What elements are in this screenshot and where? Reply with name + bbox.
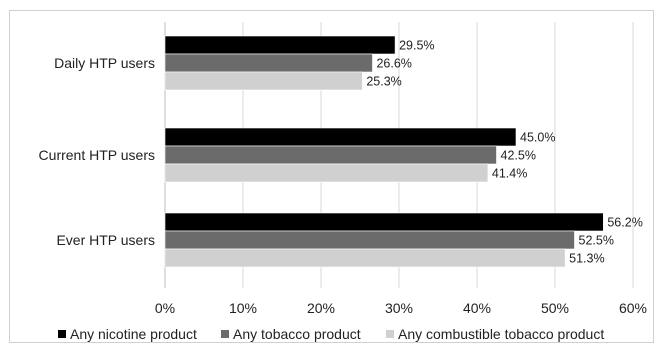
- bar-value-label: 41.4%: [492, 167, 527, 181]
- x-tick-labels: 0% 10% 20% 30% 40% 50% 60%: [155, 300, 647, 316]
- x-tick-label: 60%: [619, 300, 647, 316]
- x-tick-label: 20%: [307, 300, 335, 316]
- x-tick-label: 10%: [229, 300, 257, 316]
- category-label: Ever HTP users: [56, 232, 155, 248]
- x-tick-label: 50%: [541, 300, 569, 316]
- x-tick-label: 40%: [463, 300, 491, 316]
- bars: [164, 35, 604, 268]
- bar-value-label: 26.6%: [376, 57, 411, 71]
- bar-value-label: 42.5%: [501, 149, 536, 163]
- x-tick-label: 0%: [155, 300, 175, 316]
- legend: Any nicotine product Any tobacco product A…: [58, 326, 604, 342]
- bar-value-label: 52.5%: [579, 234, 614, 248]
- bar: [164, 163, 489, 183]
- bar-value-label: 25.3%: [366, 75, 401, 89]
- bar-value-label: 45.0%: [520, 131, 555, 145]
- bar: [164, 212, 604, 232]
- bar: [164, 145, 497, 165]
- category-label: Daily HTP users: [54, 55, 155, 71]
- legend-swatch: [221, 330, 229, 338]
- x-tick-label: 30%: [385, 300, 413, 316]
- bar: [164, 71, 363, 91]
- category-labels: Daily HTP users Current HTP users Ever HTP…: [39, 55, 155, 248]
- bar-value-label: 29.5%: [399, 39, 434, 53]
- bar: [164, 230, 575, 250]
- legend-swatch: [58, 330, 66, 338]
- bar-value-label: 51.3%: [569, 252, 604, 266]
- bar: [164, 248, 566, 268]
- bar: [164, 35, 396, 55]
- legend-label: Any nicotine product: [70, 326, 197, 342]
- legend-label: Any tobacco product: [233, 326, 361, 342]
- bar-value-label: 56.2%: [607, 216, 642, 230]
- category-label: Current HTP users: [39, 147, 155, 163]
- legend-swatch: [386, 330, 394, 338]
- bar: [164, 127, 517, 147]
- legend-label: Any combustible tobacco product: [398, 326, 604, 342]
- bar: [164, 53, 373, 73]
- value-labels: 29.5% 26.6% 25.3% 45.0% 42.5% 41.4% 56.2% 52.5%…: [366, 39, 642, 266]
